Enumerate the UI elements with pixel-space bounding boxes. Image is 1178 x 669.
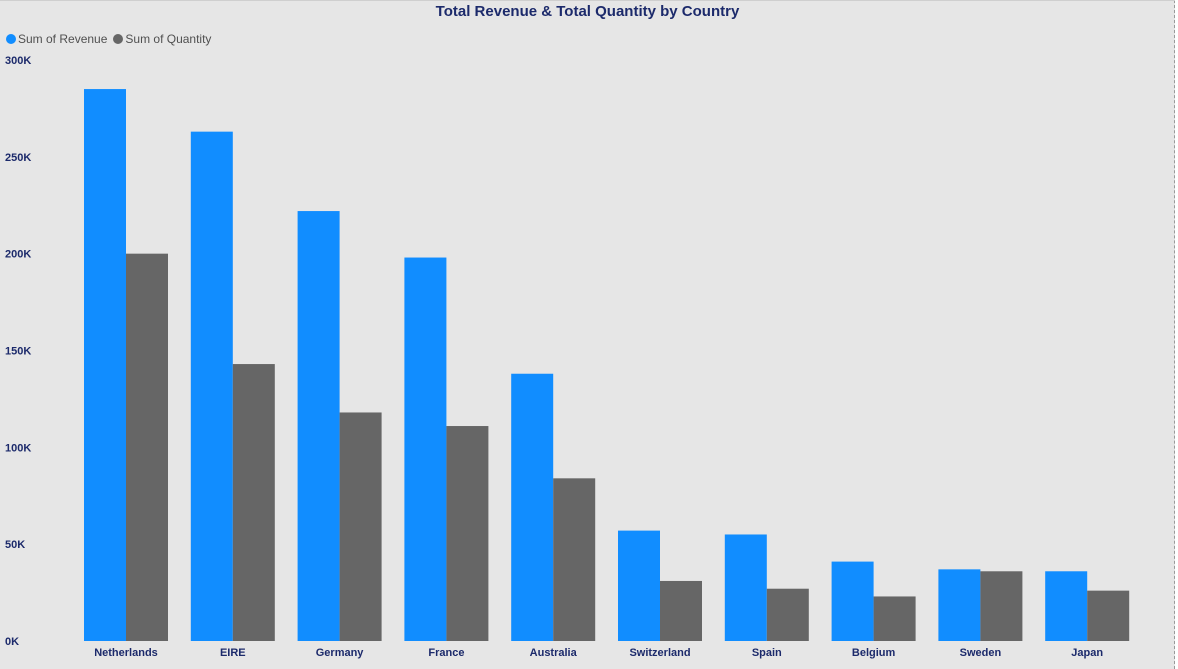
x-tick-label: Netherlands [94, 647, 158, 659]
y-tick-label: 0K [5, 636, 19, 648]
y-tick-label: 150K [5, 346, 31, 358]
legend-label-quantity: Sum of Quantity [125, 32, 212, 46]
legend-item-revenue[interactable]: Sum of Revenue [6, 32, 107, 46]
x-tick-label: Belgium [852, 647, 896, 659]
y-tick-label: 100K [5, 442, 31, 454]
y-tick-label: 200K [5, 249, 31, 261]
x-tick-label: Australia [530, 647, 578, 659]
bar-quantity-australia[interactable] [553, 478, 596, 641]
legend-marker-revenue [6, 34, 16, 44]
chart-legend[interactable]: Sum of Revenue Sum of Quantity [6, 31, 217, 47]
bar-quantity-spain[interactable] [766, 588, 809, 641]
visual-top-border [0, 0, 1175, 1]
bar-revenue-switzerland[interactable] [618, 530, 660, 641]
bar-quantity-netherlands[interactable] [126, 253, 168, 641]
bar-revenue-eire[interactable] [190, 131, 233, 641]
chart-title: Total Revenue & Total Quantity by Countr… [435, 3, 740, 20]
y-tick-label: 50K [5, 539, 25, 551]
bar-quantity-sweden[interactable] [980, 571, 1023, 641]
x-tick-label: Spain [752, 647, 782, 659]
bar-revenue-australia[interactable] [511, 373, 554, 641]
bar-quantity-switzerland[interactable] [660, 580, 702, 641]
bar-quantity-japan[interactable] [1087, 590, 1130, 641]
bar-revenue-netherlands[interactable] [84, 89, 126, 642]
x-tick-label: Sweden [960, 647, 1002, 659]
bar-revenue-france[interactable] [404, 257, 447, 641]
x-tick-label: France [428, 647, 464, 659]
x-tick-label: Japan [1071, 647, 1103, 659]
y-tick-label: 300K [5, 55, 31, 67]
bar-revenue-japan[interactable] [1045, 571, 1088, 641]
legend-label-revenue: Sum of Revenue [18, 32, 108, 46]
bar-quantity-france[interactable] [446, 426, 489, 641]
bar-quantity-germany[interactable] [339, 412, 382, 641]
bar-revenue-belgium[interactable] [831, 561, 874, 641]
bar-revenue-germany[interactable] [297, 211, 340, 641]
legend-item-quantity[interactable]: Sum of Quantity [113, 32, 211, 46]
bar-quantity-eire[interactable] [232, 364, 275, 641]
x-tick-label: EIRE [220, 647, 246, 659]
x-tick-label: Germany [316, 647, 365, 659]
bar-revenue-spain[interactable] [724, 534, 767, 641]
bar-revenue-sweden[interactable] [938, 569, 981, 641]
legend-marker-quantity [113, 34, 124, 44]
y-tick-label: 250K [5, 152, 31, 164]
x-tick-label: Switzerland [629, 647, 690, 659]
bar-quantity-belgium[interactable] [873, 596, 916, 641]
